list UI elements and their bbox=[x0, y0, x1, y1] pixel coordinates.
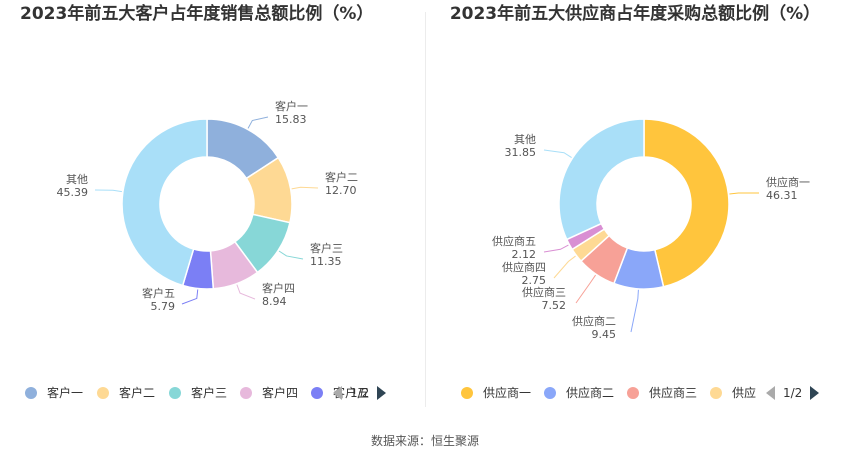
right-slice-value-3: 2.75 bbox=[522, 274, 547, 287]
right-slice-label-1: 供应商二 bbox=[572, 314, 616, 328]
left-legend-label-4: 客户五 bbox=[333, 386, 370, 400]
left-legend-label-3: 客户四 bbox=[262, 386, 299, 400]
right-legend-page-indicator: 1/2 bbox=[783, 386, 803, 400]
left-chart-title: 2023年前五大客户占年度销售总额比例（%） bbox=[20, 4, 374, 24]
right-slice-5[interactable] bbox=[558, 118, 645, 241]
right-leader-line-5 bbox=[543, 149, 572, 158]
left-leader-line-0 bbox=[247, 116, 269, 129]
right-slice-value-1: 9.45 bbox=[592, 328, 617, 341]
right-slice-label-0: 供应商一 bbox=[766, 175, 810, 189]
left-slice-value-5: 45.39 bbox=[57, 186, 89, 199]
left-slice-label-2: 客户三 bbox=[310, 241, 343, 255]
left-leader-line-2 bbox=[278, 250, 304, 260]
right-leader-line-4 bbox=[543, 244, 569, 253]
left-slice-label-0: 客户一 bbox=[275, 99, 308, 113]
right-chart-panel: 2023年前五大供应商占年度采购总额比例（%） 供应商一 46.31 供应商二 9.4… bbox=[426, 0, 850, 420]
left-legend-dot-3 bbox=[240, 387, 252, 399]
right-slice-value-2: 7.52 bbox=[542, 299, 567, 312]
left-legend-dot-1 bbox=[97, 387, 109, 399]
right-legend-dot-2 bbox=[627, 387, 639, 399]
right-slice-0[interactable] bbox=[643, 118, 730, 288]
left-legend-item-2[interactable]: 客户三 bbox=[169, 383, 227, 403]
left-leader-line-3 bbox=[236, 284, 256, 300]
right-legend-dot-1 bbox=[544, 387, 556, 399]
left-legend-prev-icon[interactable] bbox=[333, 386, 342, 400]
right-legend-item-1[interactable]: 供应商二 bbox=[544, 383, 614, 403]
left-legend-pager: 1/2 bbox=[333, 383, 387, 403]
right-leader-line-2 bbox=[575, 274, 596, 304]
left-slice-value-0: 15.83 bbox=[275, 113, 307, 126]
right-slice-label-2: 供应商三 bbox=[522, 285, 566, 299]
left-legend-next-icon[interactable] bbox=[377, 386, 387, 400]
right-leader-line-3 bbox=[553, 255, 576, 279]
left-legend-label-0: 客户一 bbox=[47, 386, 84, 400]
left-legend-label-1: 客户二 bbox=[119, 386, 156, 400]
left-slice-value-1: 12.70 bbox=[325, 184, 357, 197]
left-slice-label-3: 客户四 bbox=[262, 281, 295, 295]
left-legend-item-4[interactable]: 客户五 bbox=[311, 383, 369, 403]
left-legend-dot-2 bbox=[169, 387, 181, 399]
right-legend-label-0: 供应商一 bbox=[483, 386, 532, 400]
left-legend-item-0[interactable]: 客户一 bbox=[25, 383, 83, 403]
right-legend-item-3[interactable]: 供应 bbox=[710, 383, 756, 403]
right-legend-label-2: 供应商三 bbox=[649, 386, 698, 400]
left-legend-item-3[interactable]: 客户四 bbox=[240, 383, 298, 403]
right-slice-value-5: 31.85 bbox=[505, 146, 537, 159]
left-slice-label-4: 客户五 bbox=[142, 286, 175, 300]
right-slice-label-4: 供应商五 bbox=[492, 234, 536, 248]
right-leader-line-1 bbox=[630, 289, 639, 333]
left-slice-value-4: 5.79 bbox=[151, 300, 176, 313]
right-legend-label-1: 供应商二 bbox=[566, 386, 615, 400]
right-legend-item-0[interactable]: 供应商一 bbox=[461, 383, 531, 403]
left-legend-dot-4 bbox=[311, 387, 323, 399]
panel-divider bbox=[425, 12, 426, 407]
left-leader-line-4 bbox=[181, 289, 199, 305]
left-leader-line-1 bbox=[291, 186, 319, 190]
right-slice-value-0: 46.31 bbox=[766, 189, 798, 202]
right-legend-next-icon[interactable] bbox=[810, 386, 820, 400]
right-legend-dot-3 bbox=[710, 387, 722, 399]
left-slice-value-3: 8.94 bbox=[262, 295, 287, 308]
right-legend-label-3: 供应 bbox=[732, 386, 757, 400]
left-legend-label-2: 客户三 bbox=[191, 386, 228, 400]
left-slice-5[interactable] bbox=[121, 118, 208, 287]
left-legend-page-indicator: 1/2 bbox=[350, 386, 370, 400]
right-slice-value-4: 2.12 bbox=[512, 248, 537, 261]
left-leader-line-5 bbox=[94, 189, 122, 193]
right-legend-item-2[interactable]: 供应商三 bbox=[627, 383, 697, 403]
left-legend: 客户一 客户二 客户三 客户四 客户五 1/2 bbox=[0, 383, 425, 403]
right-legend-prev-icon[interactable] bbox=[766, 386, 775, 400]
right-leader-line-0 bbox=[729, 192, 760, 195]
left-legend-item-1[interactable]: 客户二 bbox=[97, 383, 155, 403]
right-slice-label-5: 其他 bbox=[514, 133, 536, 146]
left-chart-panel: 2023年前五大客户占年度销售总额比例（%） 客户一 15.83 客户二 12.70 客… bbox=[0, 0, 425, 420]
right-chart-title: 2023年前五大供应商占年度采购总额比例（%） bbox=[449, 4, 821, 24]
left-slice-label-5: 其他 bbox=[66, 173, 88, 186]
left-slice-label-1: 客户二 bbox=[325, 170, 358, 184]
left-slice-value-2: 11.35 bbox=[310, 255, 342, 268]
right-legend-dot-0 bbox=[461, 387, 473, 399]
right-slice-label-3: 供应商四 bbox=[502, 260, 546, 274]
right-legend-pager: 1/2 bbox=[766, 383, 820, 403]
data-source: 数据来源：恒生聚源 bbox=[370, 434, 479, 448]
right-legend: 供应商一 供应商二 供应商三 供应 1/2 bbox=[426, 383, 850, 403]
left-legend-dot-0 bbox=[25, 387, 37, 399]
